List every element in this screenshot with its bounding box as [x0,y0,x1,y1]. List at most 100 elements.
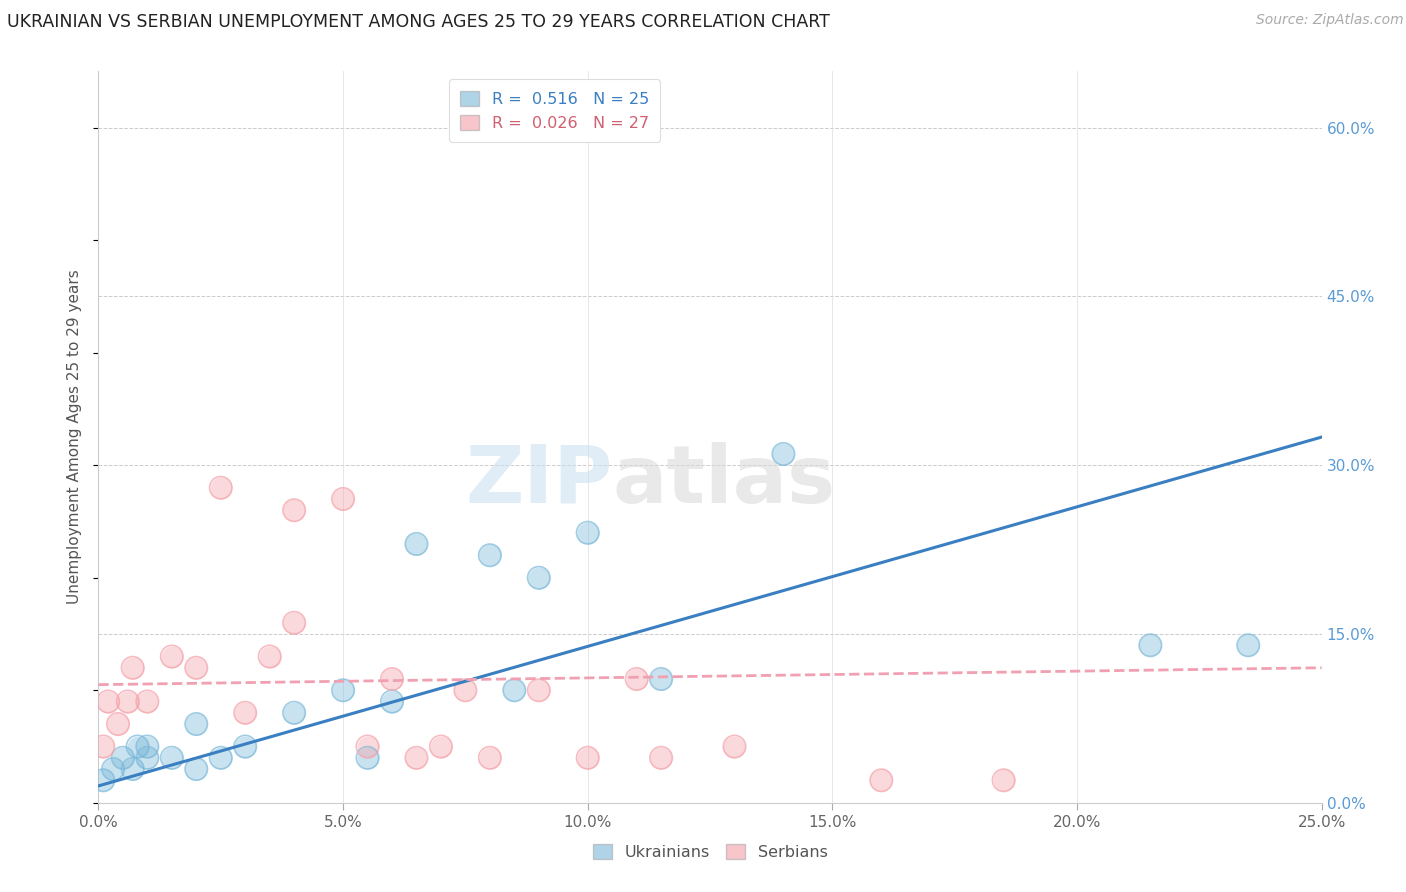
Point [209,751,232,765]
Point [723,739,745,754]
Point [233,706,256,720]
Point [381,672,404,686]
Point [283,706,305,720]
Point [430,739,453,754]
Point [576,751,599,765]
Point [332,491,354,506]
Point [1237,638,1260,652]
Point [454,683,477,698]
Point [160,649,183,664]
Point [430,739,453,754]
Point [111,751,134,765]
Point [91,773,114,788]
Point [870,773,893,788]
Point [121,661,143,675]
Y-axis label: Unemployment Among Ages 25 to 29 years: Unemployment Among Ages 25 to 29 years [67,269,83,605]
Point [91,773,114,788]
Point [101,762,124,776]
Point [186,762,208,776]
Point [160,751,183,765]
Point [186,717,208,731]
Point [209,481,232,495]
Point [259,649,281,664]
Point [186,762,208,776]
Point [117,694,139,708]
Point [527,571,550,585]
Text: ZIP: ZIP [465,442,612,520]
Point [160,649,183,664]
Point [478,548,501,562]
Point [527,683,550,698]
Point [478,548,501,562]
Point [160,751,183,765]
Point [626,672,648,686]
Point [478,751,501,765]
Point [723,739,745,754]
Point [107,717,129,731]
Point [91,739,114,754]
Point [186,661,208,675]
Point [405,537,427,551]
Point [527,683,550,698]
Point [650,751,672,765]
Text: Source: ZipAtlas.com: Source: ZipAtlas.com [1256,13,1403,28]
Point [136,739,159,754]
Point [136,694,159,708]
Point [381,694,404,708]
Point [381,672,404,686]
Point [478,751,501,765]
Point [186,661,208,675]
Point [381,694,404,708]
Point [356,751,378,765]
Point [650,672,672,686]
Point [1139,638,1161,652]
Point [101,762,124,776]
Point [993,773,1015,788]
Point [136,751,159,765]
Point [283,706,305,720]
Point [233,739,256,754]
Point [1139,638,1161,652]
Point [283,503,305,517]
Point [503,683,526,698]
Point [870,773,893,788]
Point [454,683,477,698]
Point [107,717,129,731]
Point [772,447,794,461]
Point [283,615,305,630]
Point [121,661,143,675]
Point [405,751,427,765]
Point [650,672,672,686]
Point [332,491,354,506]
Point [993,773,1015,788]
Point [233,739,256,754]
Point [127,739,149,754]
Point [136,694,159,708]
Point [283,615,305,630]
Point [121,762,143,776]
Point [127,739,149,754]
Point [576,525,599,540]
Point [97,694,120,708]
Point [332,683,354,698]
Point [97,694,120,708]
Point [233,706,256,720]
Point [1237,638,1260,652]
Point [650,751,672,765]
Text: atlas: atlas [612,442,835,520]
Point [772,447,794,461]
Point [117,694,139,708]
Point [503,683,526,698]
Point [121,762,143,776]
Point [111,751,134,765]
Point [283,503,305,517]
Point [405,751,427,765]
Point [91,739,114,754]
Point [626,672,648,686]
Point [186,717,208,731]
Point [405,537,427,551]
Point [332,683,354,698]
Point [356,751,378,765]
Point [576,525,599,540]
Point [576,751,599,765]
